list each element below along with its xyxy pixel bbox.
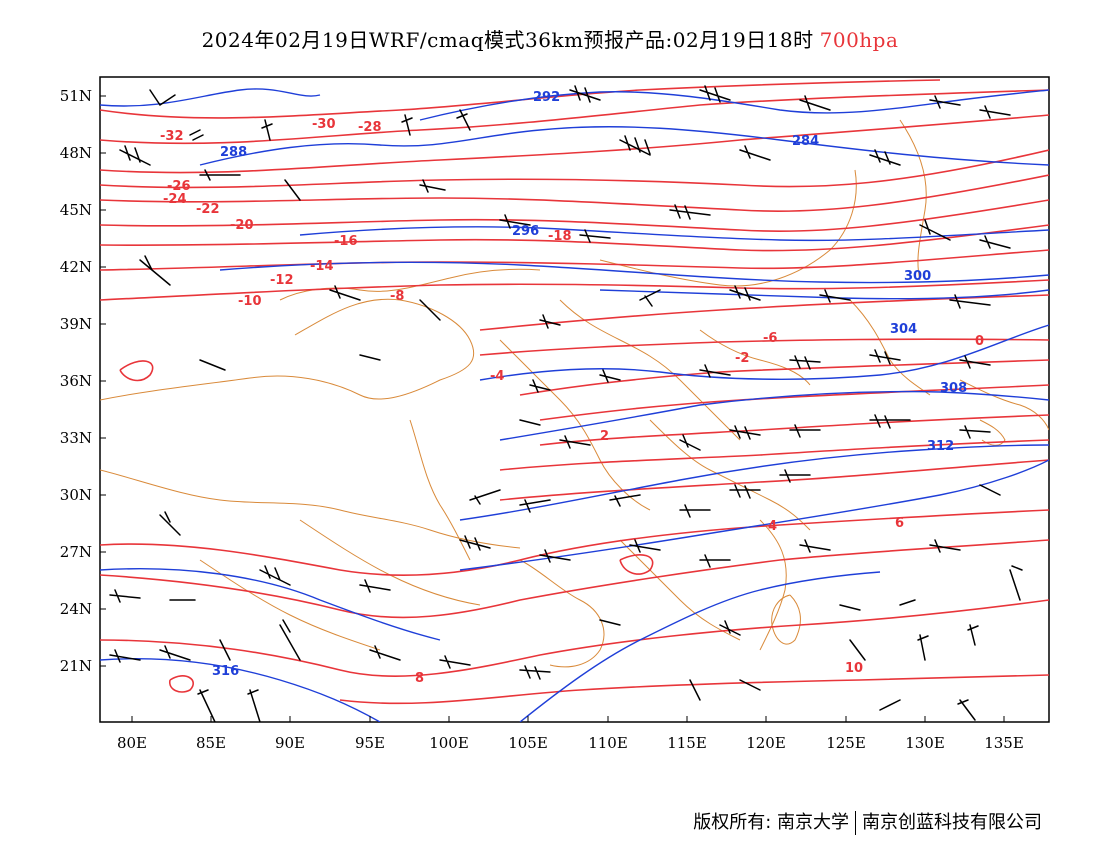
isotherm-lines: [100, 79, 1049, 705]
temp-label: -16: [334, 234, 358, 249]
temp-label: 8: [415, 671, 424, 686]
lat-tick-label: 36N: [60, 372, 92, 390]
lat-tick-label: 30N: [60, 486, 92, 504]
temp-label: -2: [735, 351, 749, 366]
wind-barbs: [109, 85, 1023, 722]
lon-tick-label: 120E: [746, 734, 786, 752]
temp-label: -22: [196, 202, 220, 217]
height-label: 284: [792, 134, 819, 149]
height-label: 292: [533, 90, 560, 105]
latitude-axis: 51N 48N 45N 42N 39N 36N 33N 30N 27N 24N …: [60, 87, 92, 675]
lon-tick-label: 85E: [196, 734, 226, 752]
temp-label: -26: [167, 179, 191, 194]
lon-tick-label: 130E: [905, 734, 945, 752]
temp-label: -10: [238, 294, 262, 309]
temp-label: -4: [490, 369, 504, 384]
temp-label: 2: [600, 429, 609, 444]
temp-label: -12: [270, 273, 294, 288]
temp-label: 10: [845, 661, 863, 676]
temp-label: 4: [768, 519, 777, 534]
temp-label: -28: [358, 120, 382, 135]
temp-label: -6: [763, 331, 777, 346]
lat-tick-label: 33N: [60, 429, 92, 447]
height-label: 316: [212, 664, 239, 679]
height-label: 308: [940, 381, 967, 396]
lon-tick-label: 95E: [355, 734, 385, 752]
pressure-level: 700hpa: [819, 28, 899, 52]
height-label: 304: [890, 322, 917, 337]
temp-label: -8: [390, 289, 404, 304]
company-name: 南京创蓝科技有限公司: [862, 812, 1042, 833]
lon-tick-label: 90E: [275, 734, 305, 752]
lat-tick-label: 39N: [60, 315, 92, 333]
lon-tick-label: 115E: [667, 734, 707, 752]
temp-label: -14: [310, 259, 334, 274]
lat-tick-label: 48N: [60, 144, 92, 162]
longitude-axis: 80E 85E 90E 95E 100E 105E 110E 115E 120E…: [117, 734, 1024, 752]
temp-label: -30: [312, 117, 336, 132]
lon-tick-label: 105E: [508, 734, 548, 752]
lon-tick-label: 135E: [984, 734, 1024, 752]
lat-tick-label: 45N: [60, 201, 92, 219]
map-frame: [99, 76, 1050, 723]
height-label: 288: [220, 145, 247, 160]
temp-label: -20: [230, 218, 254, 233]
temp-label: -24: [163, 192, 187, 207]
height-contours: [100, 88, 1049, 722]
temp-label: 0: [975, 334, 984, 349]
axis-ticks: [100, 95, 1005, 722]
lat-tick-label: 42N: [60, 258, 92, 276]
lon-tick-label: 125E: [826, 734, 866, 752]
height-label: 296: [512, 224, 539, 239]
lat-tick-label: 21N: [60, 657, 92, 675]
lat-tick-label: 51N: [60, 87, 92, 105]
temp-label: -32: [160, 129, 184, 144]
copyright-footer: 版权所有: 南京大学 南京创蓝科技有限公司: [693, 808, 1042, 835]
temp-label: 6: [895, 516, 904, 531]
height-label: 312: [927, 439, 954, 454]
lon-tick-label: 110E: [588, 734, 628, 752]
height-labels: 284 288 292 296 300 304 308 312 316: [212, 90, 967, 679]
lat-tick-label: 24N: [60, 600, 92, 618]
copyright-text: 版权所有: 南京大学: [693, 812, 849, 833]
footer-divider: [855, 811, 856, 835]
lat-tick-label: 27N: [60, 543, 92, 561]
temp-label: -18: [548, 229, 572, 244]
height-label: 300: [904, 269, 931, 284]
map-title: 2024年02月19日WRF/cmaq模式36km预报产品:02月19日18时 7…: [0, 24, 1100, 53]
lon-tick-label: 100E: [429, 734, 469, 752]
title-text: 2024年02月19日WRF/cmaq模式36km预报产品:02月19日18时: [201, 28, 814, 52]
isotherm-labels: -32 -30 -28 -26 -24 -22 -20 -18 -16 -14 …: [160, 117, 984, 686]
lon-tick-label: 80E: [117, 734, 147, 752]
